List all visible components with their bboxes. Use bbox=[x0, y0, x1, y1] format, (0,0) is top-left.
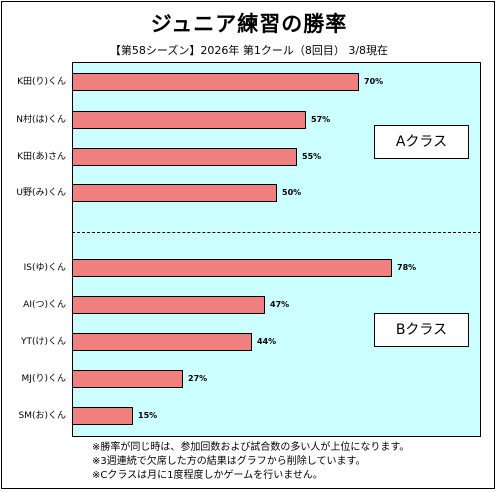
bar bbox=[72, 148, 297, 166]
value-label: 57% bbox=[311, 115, 331, 124]
category-label: U野(み)くん bbox=[16, 188, 66, 198]
category-label: AI(つ)くん bbox=[23, 300, 66, 310]
category-label: YT(け)くん bbox=[20, 337, 66, 347]
notes: ※勝率が同じ時は、参加回数および試合数の多い人が上位になります。 ※3週連続で欠… bbox=[92, 441, 492, 483]
category-label: N村(は)くん bbox=[16, 115, 66, 125]
bar bbox=[72, 333, 252, 351]
value-label: 78% bbox=[397, 263, 417, 272]
category-label: K田(あ)さん bbox=[17, 152, 66, 162]
bar bbox=[72, 259, 392, 277]
chart-subtitle: 【第58シーズン】2026年 第1クール（8回目） 3/8現在 bbox=[109, 44, 389, 57]
note-1: ※勝率が同じ時は、参加回数および試合数の多い人が上位になります。 bbox=[92, 442, 410, 453]
value-label: 55% bbox=[302, 152, 322, 161]
class-label-box: Bクラス bbox=[374, 313, 469, 347]
bar bbox=[72, 111, 306, 129]
bar bbox=[72, 184, 277, 202]
bar bbox=[72, 370, 183, 388]
note-3: ※Cクラスは月に1度程度しかゲームを行いません。 bbox=[92, 470, 323, 481]
category-label: MJ(り)くん bbox=[21, 374, 66, 384]
category-label: IS(ゆ)くん bbox=[23, 263, 66, 273]
value-label: 70% bbox=[364, 77, 384, 86]
class-label-box: Aクラス bbox=[374, 125, 469, 159]
note-2: ※3週連続で欠席した方の結果はグラフから削除しています。 bbox=[92, 456, 366, 467]
value-label: 27% bbox=[188, 374, 208, 383]
bar bbox=[72, 407, 133, 425]
chart-title: ジュニア練習の勝率 bbox=[150, 12, 348, 36]
category-label: SM(お)くん bbox=[18, 411, 66, 421]
value-label: 50% bbox=[282, 188, 302, 197]
value-label: 15% bbox=[138, 411, 158, 420]
category-label: K田(り)くん bbox=[17, 77, 66, 87]
bar bbox=[72, 73, 359, 91]
bar bbox=[72, 296, 265, 314]
value-label: 47% bbox=[270, 300, 290, 309]
class-divider bbox=[72, 232, 481, 233]
value-label: 44% bbox=[257, 337, 277, 346]
